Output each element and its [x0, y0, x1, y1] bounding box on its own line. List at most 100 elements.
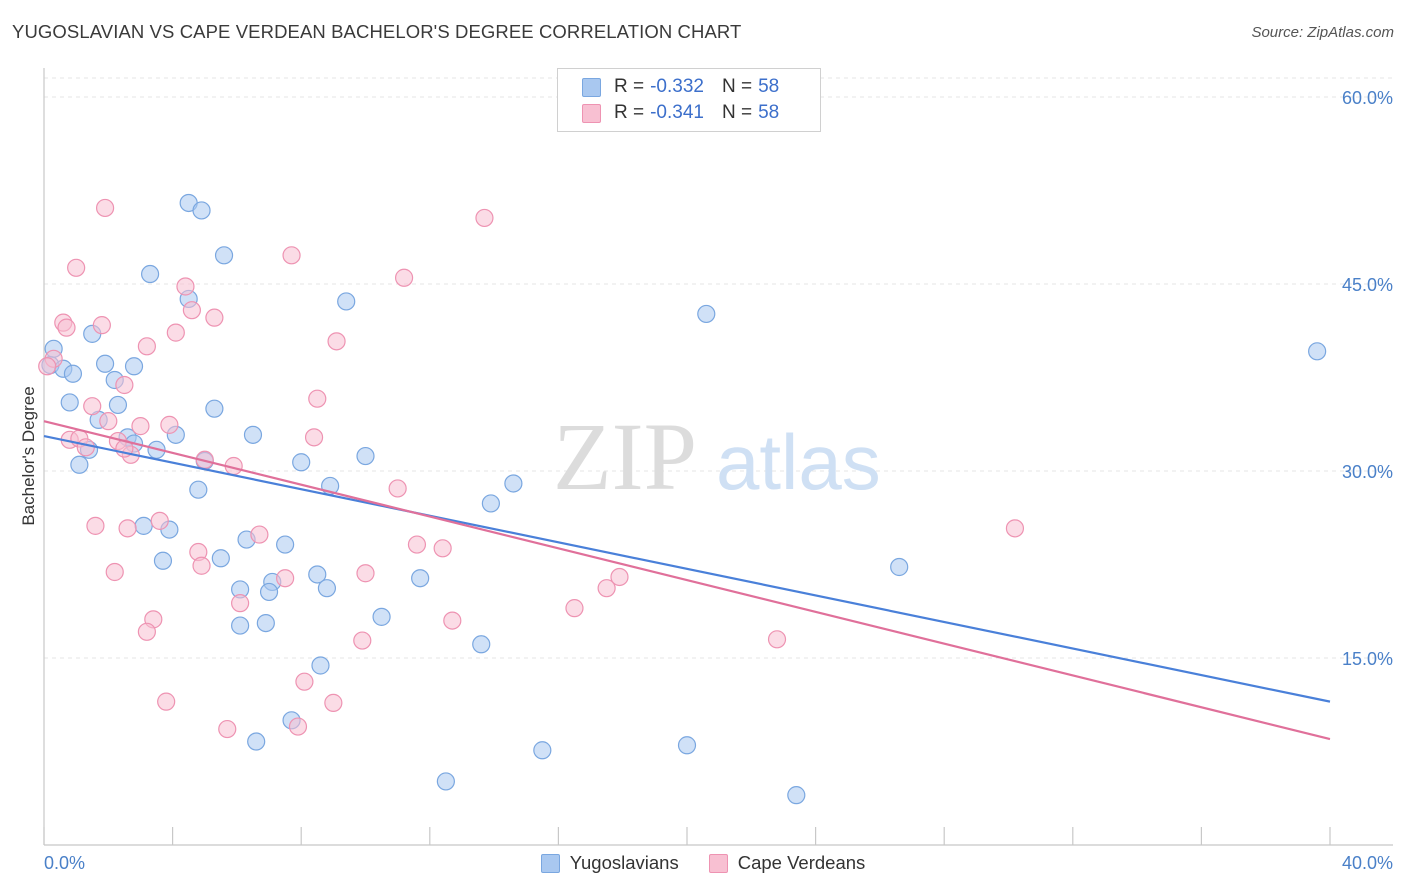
point-yugoslavians: [63, 364, 83, 383]
point-cape-verdeans: [137, 337, 156, 356]
y-tick-label: 30.0%: [1342, 462, 1393, 482]
point-yugoslavians: [276, 535, 295, 554]
legend-n-value: 58: [758, 102, 780, 123]
source-label: Source: ZipAtlas.com: [1251, 24, 1394, 41]
point-yugoslavians: [372, 607, 391, 626]
y-axis-label: Bachelor's Degree: [19, 386, 38, 525]
legend-r-label: R =: [614, 76, 645, 97]
point-yugoslavians: [256, 613, 275, 633]
data-points: [38, 193, 1327, 805]
axes: [43, 68, 1393, 846]
point-yugoslavians: [214, 246, 234, 265]
point-cape-verdeans: [356, 564, 375, 583]
point-cape-verdeans: [295, 672, 314, 691]
point-cape-verdeans: [308, 389, 327, 408]
stats-legend: R = -0.332 N = 58 R = -0.341 N = 58: [557, 68, 821, 132]
point-yugoslavians: [533, 741, 552, 760]
point-yugoslavians: [153, 551, 173, 570]
y-tick-label: 60.0%: [1342, 88, 1393, 108]
point-yugoslavians: [231, 616, 250, 635]
legend-n-label: N =: [721, 102, 753, 123]
point-yugoslavians: [1308, 342, 1327, 361]
point-yugoslavians: [70, 455, 89, 474]
point-cape-verdeans: [388, 479, 407, 498]
trend-line-cape-verdeans: [43, 420, 1331, 741]
point-yugoslavians: [436, 772, 455, 791]
point-cape-verdeans: [86, 516, 105, 535]
y-tick-label: 15.0%: [1342, 649, 1393, 669]
point-cape-verdeans: [407, 535, 427, 554]
point-cape-verdeans: [182, 301, 201, 320]
legend-row-yugoslavians: R = -0.332 N = 58: [582, 75, 779, 99]
point-yugoslavians: [192, 201, 211, 220]
point-yugoslavians: [60, 393, 79, 412]
point-cape-verdeans: [99, 412, 118, 431]
point-yugoslavians: [108, 395, 128, 415]
point-yugoslavians: [134, 516, 153, 535]
point-cape-verdeans: [118, 519, 137, 538]
watermark: ZIP atlas: [553, 403, 881, 510]
watermark-zip: ZIP: [553, 403, 697, 510]
point-cape-verdeans: [288, 717, 308, 736]
point-yugoslavians: [95, 354, 115, 373]
point-yugoslavians: [787, 786, 806, 805]
point-cape-verdeans: [192, 556, 211, 575]
point-cape-verdeans: [433, 539, 452, 558]
y-tick-label: 45.0%: [1342, 275, 1393, 295]
legend-swatch-yugoslavians: [582, 77, 601, 97]
point-cape-verdeans: [443, 611, 462, 630]
x-tick-label: 0.0%: [44, 853, 85, 873]
point-cape-verdeans: [160, 415, 179, 434]
point-yugoslavians: [337, 292, 356, 311]
legend-item-yugoslavians: Yugoslavians: [540, 852, 679, 874]
point-cape-verdeans: [76, 438, 95, 457]
point-yugoslavians: [356, 446, 375, 466]
point-cape-verdeans: [327, 332, 346, 351]
point-yugoslavians: [259, 582, 279, 602]
watermark-atlas: atlas: [716, 418, 881, 506]
point-cape-verdeans: [95, 198, 115, 218]
point-yugoslavians: [243, 425, 263, 444]
point-yugoslavians: [311, 656, 330, 675]
x-tick-label: 40.0%: [1342, 853, 1393, 873]
legend-r-value: -0.332: [650, 76, 704, 97]
point-yugoslavians: [308, 565, 327, 584]
point-cape-verdeans: [394, 268, 414, 287]
point-cape-verdeans: [67, 258, 86, 277]
point-cape-verdeans: [115, 375, 134, 395]
point-yugoslavians: [411, 569, 430, 588]
point-cape-verdeans: [57, 318, 76, 337]
point-cape-verdeans: [131, 417, 150, 436]
point-cape-verdeans: [205, 308, 224, 327]
point-cape-verdeans: [475, 208, 494, 228]
point-yugoslavians: [697, 304, 716, 324]
point-cape-verdeans: [276, 569, 295, 588]
point-cape-verdeans: [166, 323, 185, 342]
point-yugoslavians: [124, 357, 144, 376]
legend-swatch-cape-verdeans: [708, 853, 728, 873]
point-yugoslavians: [890, 557, 909, 577]
legend-row-cape-verdeans: R = -0.341 N = 58: [582, 101, 779, 125]
point-cape-verdeans: [92, 316, 111, 335]
point-cape-verdeans: [610, 567, 629, 587]
point-yugoslavians: [481, 494, 500, 513]
point-cape-verdeans: [105, 562, 124, 582]
point-cape-verdeans: [250, 525, 269, 544]
legend-n-value: 58: [758, 76, 780, 97]
point-yugoslavians: [205, 399, 224, 418]
point-cape-verdeans: [1005, 519, 1025, 538]
point-cape-verdeans: [353, 631, 372, 650]
point-cape-verdeans: [38, 357, 57, 376]
point-cape-verdeans: [137, 622, 156, 641]
point-cape-verdeans: [282, 246, 301, 265]
series-legend: Yugoslavians Cape Verdeans: [0, 852, 1406, 874]
point-yugoslavians: [472, 635, 491, 654]
point-cape-verdeans: [231, 594, 250, 613]
legend-item-cape-verdeans: Cape Verdeans: [708, 852, 865, 874]
point-cape-verdeans: [767, 630, 787, 649]
point-yugoslavians: [247, 732, 266, 751]
legend-r-label: R =: [614, 102, 645, 123]
legend-swatch-yugoslavians: [540, 853, 560, 873]
point-cape-verdeans: [150, 511, 169, 530]
point-cape-verdeans: [565, 599, 584, 618]
